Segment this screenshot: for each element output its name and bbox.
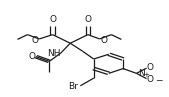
Text: O: O [84, 15, 91, 24]
Text: O: O [28, 52, 35, 61]
Text: −: − [155, 75, 162, 84]
Text: O: O [31, 36, 38, 45]
Text: Br: Br [68, 82, 78, 91]
Text: O: O [147, 63, 153, 72]
Text: NH: NH [47, 49, 60, 58]
Text: O: O [100, 36, 107, 45]
Text: +: + [143, 72, 149, 78]
Text: O: O [49, 15, 56, 24]
Text: O: O [147, 75, 153, 84]
Text: N: N [138, 69, 144, 78]
